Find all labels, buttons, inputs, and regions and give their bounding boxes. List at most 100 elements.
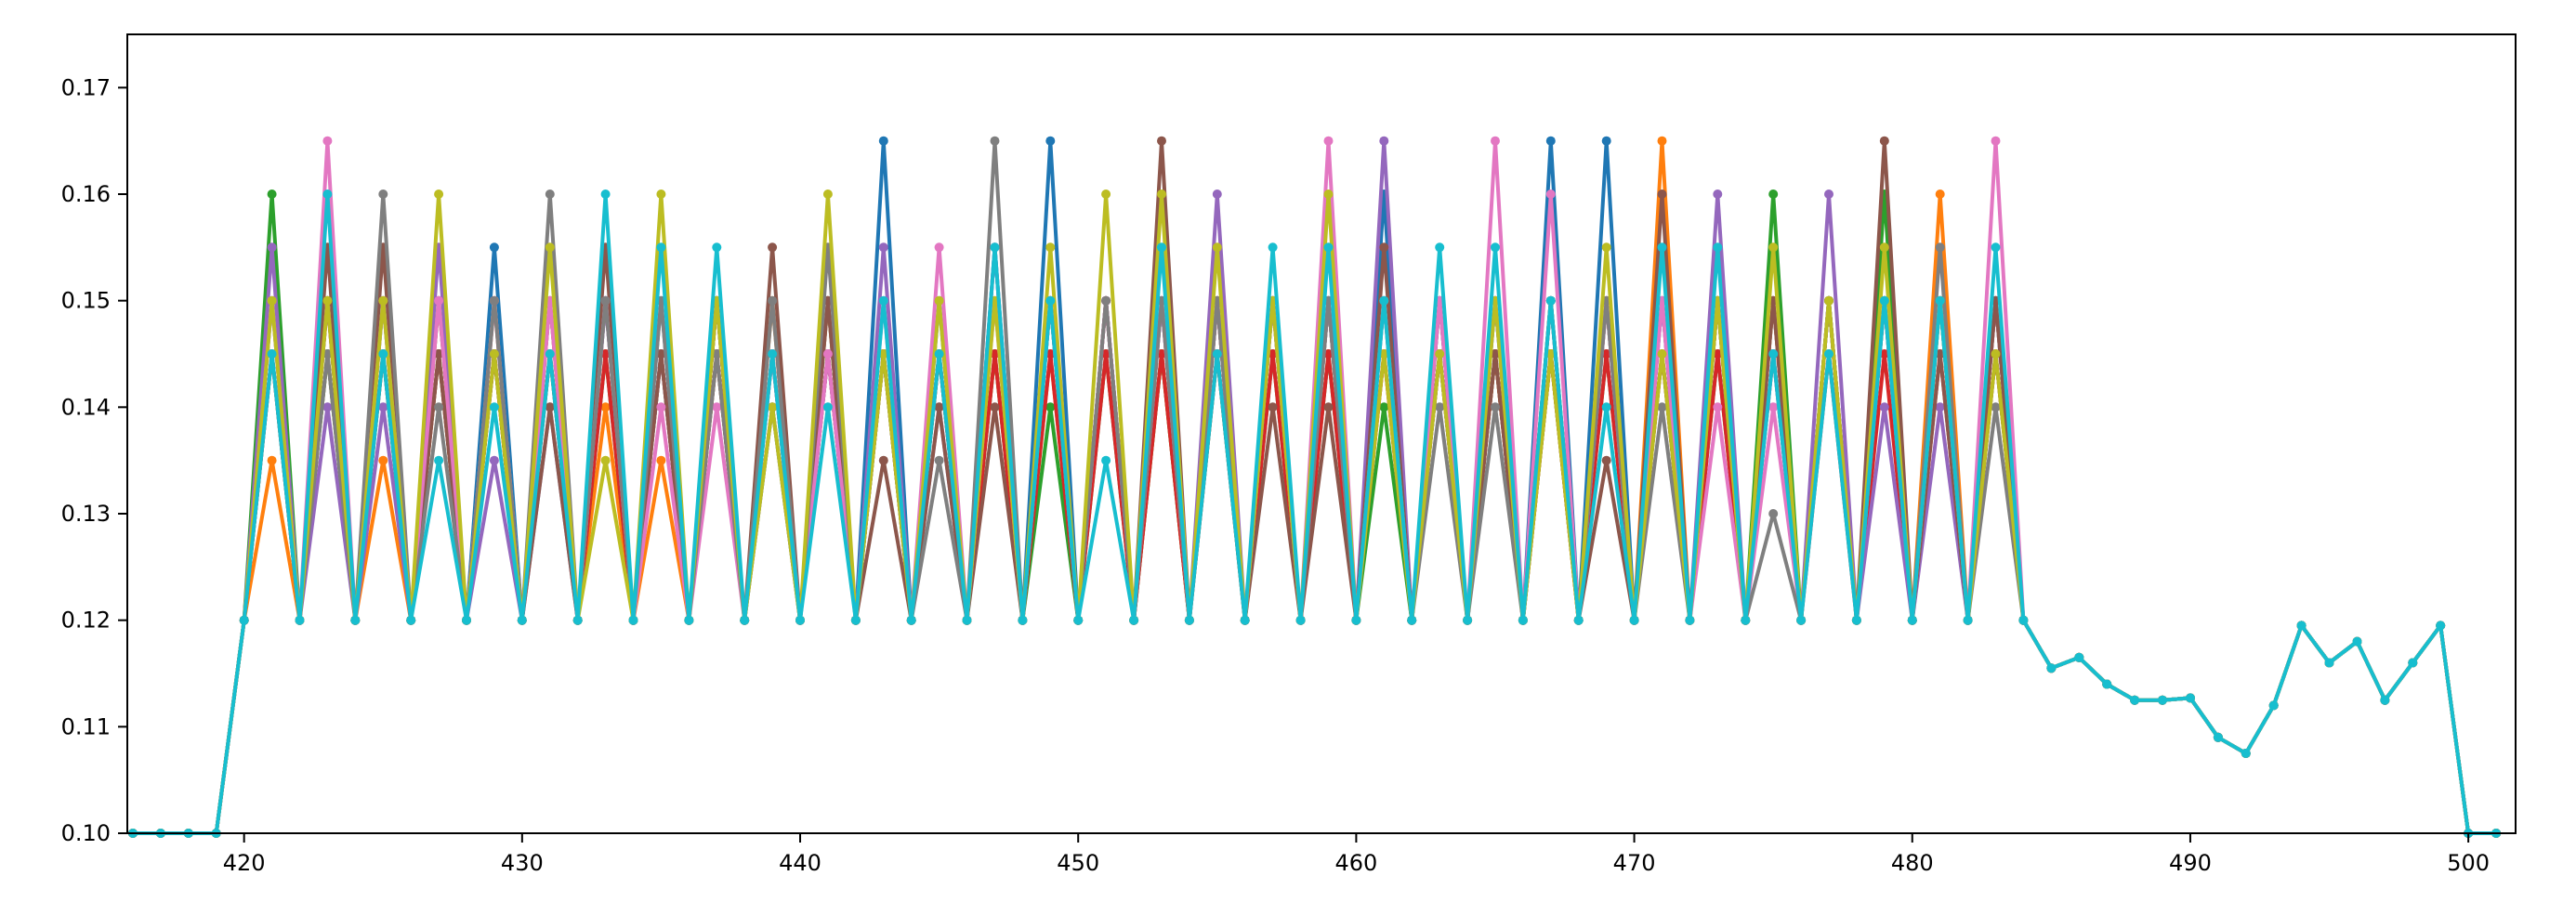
series-10-point-469 (1601, 402, 1611, 412)
series-10-point-466 (1518, 615, 1528, 625)
series-6-point-457 (1268, 402, 1278, 412)
series-10-point-467 (1545, 295, 1556, 306)
series-6-point-447 (990, 402, 1000, 412)
series-7-point-423 (322, 136, 333, 146)
series-10-point-430 (517, 615, 527, 625)
series-10-point-486 (2074, 652, 2084, 662)
series-7-point-465 (1491, 136, 1500, 146)
series-6-point-469 (1601, 455, 1611, 465)
series-10-point-473 (1713, 242, 1723, 253)
series-10-point-421 (267, 349, 277, 359)
series-10-point-443 (878, 295, 888, 306)
series-8-point-425 (378, 190, 388, 199)
series-9-point-479 (1879, 242, 1889, 253)
series-10-point-490 (2186, 693, 2195, 703)
series-9-point-425 (378, 295, 388, 306)
series-10-point-488 (2130, 695, 2140, 705)
series-10-point-456 (1240, 615, 1250, 625)
series-10-line (133, 192, 2497, 835)
series-9-point-455 (1212, 242, 1222, 253)
series-10-point-448 (1018, 615, 1028, 625)
y-tick-label-0: 0.10 (61, 820, 111, 846)
series-9-point-461 (1379, 349, 1389, 359)
series-8-point-451 (1101, 295, 1111, 306)
series-10-point-498 (2408, 658, 2418, 668)
series-10-point-462 (1407, 615, 1417, 625)
series-7-point-473 (1713, 402, 1723, 412)
series-10 (128, 190, 2502, 838)
x-tick-label-420: 420 (223, 850, 266, 876)
series-9-point-427 (434, 190, 444, 199)
series-10-point-455 (1212, 349, 1222, 359)
series-9-point-441 (822, 190, 833, 199)
series-10-point-454 (1184, 615, 1194, 625)
series-8-point-437 (712, 349, 722, 359)
y-axis: 0.10 0.11 0.12 0.13 0.14 0.15 0.16 0.17 (61, 74, 127, 846)
series-10-point-492 (2241, 749, 2251, 758)
series-10-point-424 (350, 615, 361, 625)
series-10-point-475 (1768, 349, 1779, 359)
series-10-point-428 (462, 615, 471, 625)
series-10-point-482 (1963, 615, 1973, 625)
series-10-point-483 (1991, 242, 2001, 253)
series-1-point-469 (1601, 136, 1611, 146)
series-1-point-449 (1045, 136, 1056, 146)
series-7-point-459 (1323, 136, 1334, 146)
series-8-point-483 (1991, 402, 2001, 412)
series-10-point-441 (822, 402, 833, 412)
series-10-point-438 (740, 615, 750, 625)
series-10-point-481 (1935, 295, 1945, 306)
series-10-point-452 (1129, 615, 1139, 625)
series-8-point-423 (322, 349, 333, 359)
series-9-point-463 (1435, 349, 1445, 359)
series-6-point-445 (934, 402, 944, 412)
series-10-point-450 (1073, 615, 1084, 625)
series-5-point-461 (1379, 136, 1389, 146)
series-10-point-435 (656, 242, 666, 253)
series-8-point-439 (768, 295, 778, 306)
series-10-point-437 (712, 242, 722, 253)
series-10-point-431 (545, 349, 555, 359)
x-axis: 420 430 440 450 460 470 480 490 500 (223, 833, 2490, 876)
series-10-point-436 (684, 615, 694, 625)
series-5-point-423 (322, 402, 333, 412)
series-10-point-444 (906, 615, 916, 625)
series-10-point-429 (489, 402, 499, 412)
x-tick-label-460: 460 (1334, 850, 1377, 876)
series-1-point-467 (1545, 136, 1556, 146)
series-6-point-465 (1491, 349, 1500, 359)
series-9-point-423 (322, 295, 333, 306)
series-10-point-434 (628, 615, 638, 625)
series-9-point-429 (489, 349, 499, 359)
series-9-point-431 (545, 242, 555, 253)
series-8-point-447 (990, 136, 1000, 146)
series-10-point-422 (295, 615, 305, 625)
series-3-point-421 (267, 190, 277, 199)
series-3-point-461 (1379, 402, 1389, 412)
series-5-point-443 (878, 242, 888, 253)
series-10-point-432 (572, 615, 583, 625)
series-10-point-479 (1879, 295, 1889, 306)
series-5-point-481 (1935, 402, 1945, 412)
y-tick-label-2: 0.12 (61, 608, 111, 634)
series-10-point-478 (1851, 615, 1861, 625)
series-2-point-435 (656, 455, 666, 465)
series-8-point-427 (434, 402, 444, 412)
series-6-point-461 (1379, 242, 1389, 253)
series-8-point-431 (545, 190, 555, 199)
series-10-point-433 (600, 190, 611, 199)
series-6-point-479 (1879, 136, 1889, 146)
series-10-point-458 (1295, 615, 1306, 625)
series-10-point-423 (322, 190, 333, 199)
series-6-point-453 (1157, 136, 1166, 146)
x-tick-label-440: 440 (779, 850, 821, 876)
series-10-point-484 (2018, 615, 2029, 625)
series-4-point-479 (1879, 349, 1889, 359)
series-9-point-435 (656, 190, 666, 199)
series-layer (128, 136, 2502, 838)
series-10-point-461 (1379, 295, 1389, 306)
series-5-point-421 (267, 242, 277, 253)
series-2-point-421 (267, 455, 277, 465)
series-5-point-477 (1824, 190, 1833, 199)
